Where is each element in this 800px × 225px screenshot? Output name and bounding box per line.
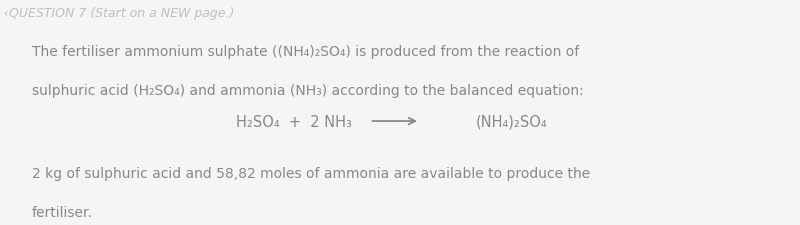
Text: sulphuric acid (H₂SO₄) and ammonia (NH₃) according to the balanced equation:: sulphuric acid (H₂SO₄) and ammonia (NH₃)… (32, 83, 584, 97)
Text: H₂SO₄  +  2 NH₃: H₂SO₄ + 2 NH₃ (236, 114, 352, 129)
Text: (NH₄)₂SO₄: (NH₄)₂SO₄ (476, 114, 548, 129)
Text: fertiliser.: fertiliser. (32, 205, 93, 219)
Text: The fertiliser ammonium sulphate ((NH₄)₂SO₄) is produced from the reaction of: The fertiliser ammonium sulphate ((NH₄)₂… (32, 45, 579, 59)
Text: 2 kg of sulphuric acid and 58,82 moles of ammonia are available to produce the: 2 kg of sulphuric acid and 58,82 moles o… (32, 166, 590, 180)
Text: ‹QUESTION 7 (Start on a NEW page.): ‹QUESTION 7 (Start on a NEW page.) (4, 7, 234, 20)
